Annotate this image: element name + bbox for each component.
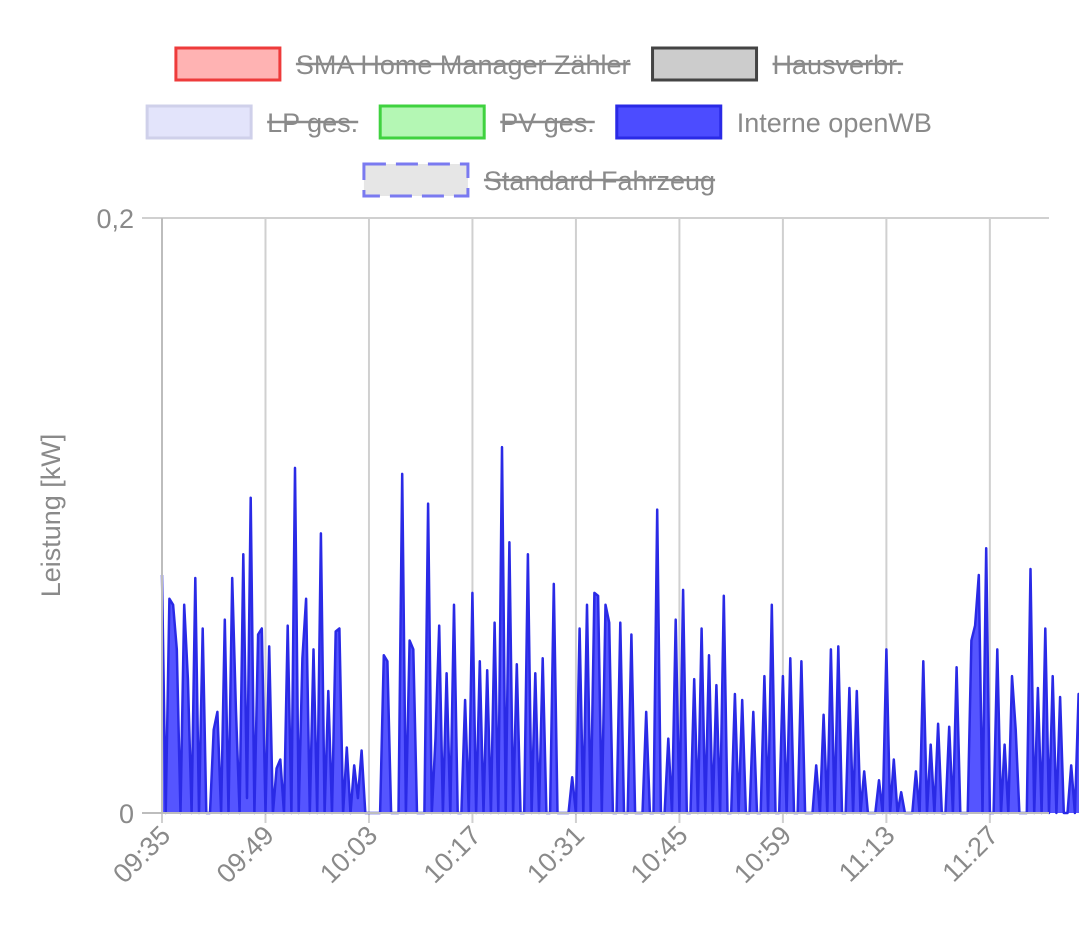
legend-swatch — [378, 104, 486, 140]
x-tick-label: 10:45 — [625, 820, 694, 889]
legend-item[interactable]: Standard Fahrzeug — [362, 162, 716, 198]
legend-swatch — [615, 104, 723, 140]
legend-item[interactable]: PV ges. — [378, 104, 595, 140]
legend-item[interactable]: SMA Home Manager Zähler — [174, 46, 631, 82]
x-tick-label: 10:59 — [728, 820, 797, 889]
series-area — [160, 445, 1079, 815]
x-tick-label: 10:17 — [418, 820, 487, 889]
legend-item[interactable]: Interne openWB — [615, 104, 932, 140]
x-tick-label: 11:27 — [937, 820, 1005, 888]
legend-swatch — [651, 46, 759, 82]
legend-label: Interne openWB — [737, 108, 932, 138]
y-tick-label: 0,2 — [96, 204, 134, 234]
y-axis-title: Leistung [kW] — [36, 434, 66, 598]
legend-swatch — [362, 162, 470, 198]
x-tick-label: 09:49 — [211, 820, 280, 889]
legend-item[interactable]: Hausverbr. — [651, 46, 904, 82]
y-tick-label: 0 — [119, 799, 134, 829]
legend-swatch — [174, 46, 282, 82]
legend-item[interactable]: LP ges. — [145, 104, 359, 140]
legend-swatch — [145, 104, 253, 140]
legend: SMA Home Manager Zähler Hausverbr. LP ges.… — [145, 46, 932, 198]
x-tick-label: 09:35 — [107, 820, 176, 889]
x-tick-label: 10:31 — [521, 820, 590, 889]
x-tick-label: 10:03 — [314, 820, 383, 889]
x-tick-label: 11:13 — [833, 820, 901, 888]
